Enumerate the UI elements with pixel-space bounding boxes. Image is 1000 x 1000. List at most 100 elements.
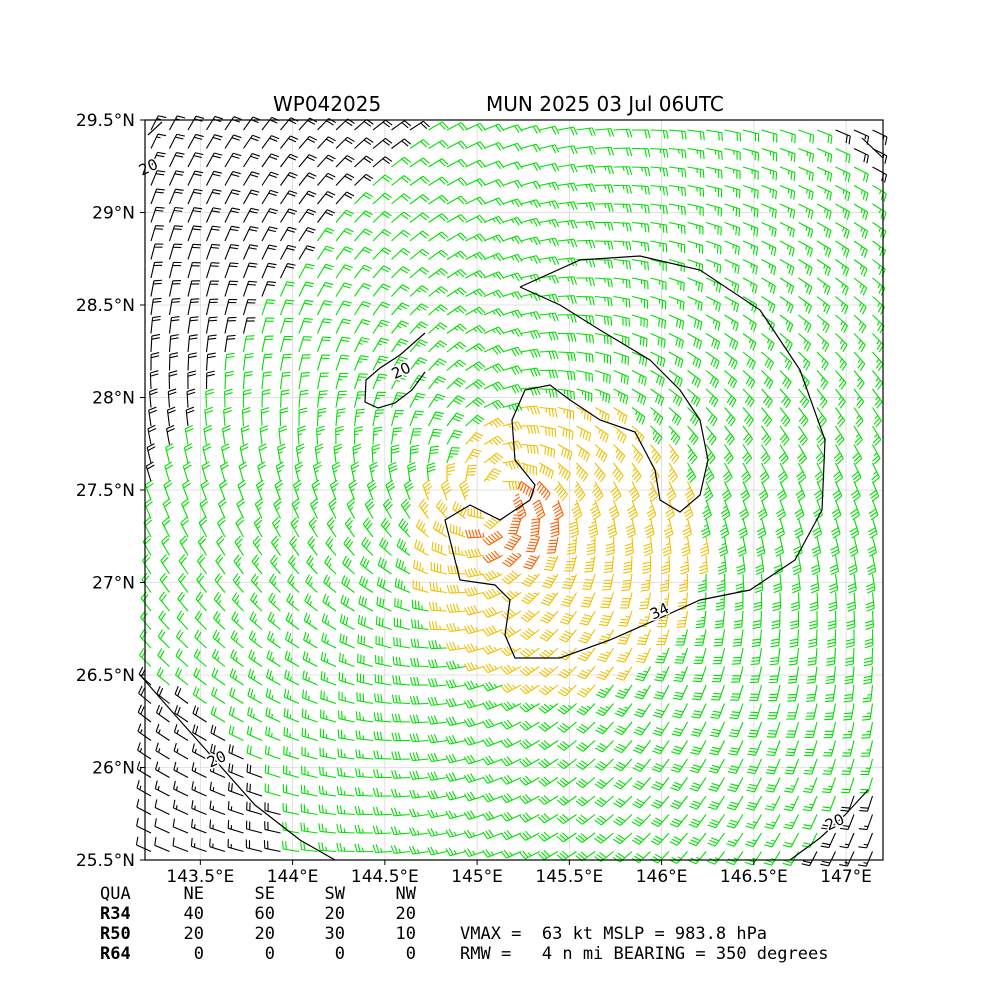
wind-barb-staff <box>354 173 367 186</box>
wind-barb-feather <box>754 285 758 294</box>
wind-barb-feather <box>303 320 312 323</box>
wind-barb-feather <box>684 489 692 496</box>
wind-barb-feather <box>573 201 578 210</box>
wind-barb <box>508 514 522 535</box>
wind-barb-feather <box>457 123 465 131</box>
wind-barb-half-feather <box>688 449 692 454</box>
wind-barb <box>668 425 681 445</box>
wind-barb-staff <box>169 152 177 168</box>
wind-barb-feather <box>381 539 387 548</box>
wind-barb-staff <box>872 370 883 384</box>
wind-barb <box>292 479 302 501</box>
wind-barb <box>557 314 577 323</box>
wind-barb-feather <box>696 320 700 329</box>
wind-barb <box>261 317 275 334</box>
wind-barb-feather <box>536 445 539 455</box>
wind-barb-feather <box>475 431 484 437</box>
wind-barb-feather <box>439 340 448 346</box>
wind-barb-feather <box>382 139 390 146</box>
wind-barb-feather <box>625 204 629 213</box>
wind-barb <box>797 444 808 465</box>
wind-barb <box>557 295 577 304</box>
wind-barb-feather <box>628 204 632 213</box>
wind-barb <box>206 170 222 186</box>
wind-barb-feather <box>485 554 492 562</box>
wind-barb-feather <box>474 416 483 423</box>
wind-barb-feather <box>609 375 611 384</box>
wind-barb-feather <box>623 561 632 565</box>
wind-barb-feather <box>149 409 158 414</box>
wind-barb-feather <box>216 535 223 543</box>
wind-barb-staff <box>427 429 435 445</box>
wind-barb-feather <box>570 220 575 229</box>
wind-barb <box>224 152 242 168</box>
wind-barb-staff <box>279 281 288 297</box>
wind-barb-feather <box>441 158 449 165</box>
wind-barb-feather <box>547 559 556 562</box>
wind-barb <box>613 128 633 138</box>
wind-barb-feather <box>526 560 535 565</box>
wind-barb <box>279 299 295 316</box>
wind-barb-feather <box>637 393 641 402</box>
wind-barb-feather <box>607 527 616 532</box>
wind-barb-staff <box>391 229 404 242</box>
wind-barb-feather <box>623 570 632 574</box>
wind-barb-feather <box>498 289 505 298</box>
wind-barb <box>697 573 707 593</box>
wind-barb-feather <box>738 527 746 533</box>
wind-barb-feather <box>729 338 733 347</box>
wind-barb-half-feather <box>505 462 508 467</box>
wind-barb-half-feather <box>617 410 620 415</box>
wind-barb-staff <box>594 314 611 318</box>
wind-barb <box>243 153 261 168</box>
wind-barb-feather <box>588 184 593 193</box>
wind-barb-half-feather <box>422 548 425 553</box>
wind-barb-feather <box>583 410 586 420</box>
wind-barb <box>483 326 505 336</box>
wind-barb-feather <box>680 359 684 368</box>
wind-barb-feather <box>866 564 875 569</box>
wind-barb-feather <box>756 549 765 554</box>
wind-barb-feather <box>346 498 354 505</box>
wind-barb-feather <box>580 449 585 458</box>
wind-barb <box>742 240 759 256</box>
wind-barb <box>465 141 486 150</box>
wind-barb-staff <box>742 259 758 267</box>
wind-barb <box>631 221 650 233</box>
wind-barb-feather <box>325 211 334 217</box>
wind-barb-feather <box>621 586 631 588</box>
wind-barb <box>872 425 882 446</box>
wind-barb <box>736 555 746 575</box>
wind-barb-feather <box>562 586 571 590</box>
wind-barb-feather <box>631 470 638 478</box>
wind-barb-feather <box>158 115 167 119</box>
wind-barb <box>798 222 814 239</box>
wind-barb-feather <box>790 286 795 295</box>
wind-barb-feather <box>289 190 298 195</box>
wind-barb-feather <box>309 538 316 546</box>
wind-barb-feather <box>647 511 656 518</box>
wind-barb-staff <box>668 295 685 303</box>
wind-barb-staff <box>465 122 481 131</box>
wind-barb-feather <box>248 228 258 232</box>
wind-barb-feather <box>845 153 848 162</box>
wind-barb-feather <box>640 589 649 592</box>
wind-barb-feather <box>665 130 669 139</box>
wind-barb-feather <box>699 150 702 159</box>
wind-barb-staff <box>414 547 429 556</box>
wind-barb-feather <box>644 129 648 139</box>
wind-barb-feather <box>418 498 425 506</box>
wind-barb-half-feather <box>622 166 625 172</box>
wind-barb-feather <box>525 550 534 553</box>
wind-barb-feather <box>155 209 164 212</box>
wind-barb <box>224 262 239 279</box>
wind-barb-staff <box>280 135 291 149</box>
wind-barb <box>317 136 336 149</box>
wind-barb-feather <box>610 260 614 269</box>
wind-barb <box>779 240 795 257</box>
wind-barb-feather <box>794 508 803 515</box>
wind-barb-feather <box>531 517 540 521</box>
wind-barb-feather <box>627 530 635 536</box>
wind-barb <box>742 296 758 313</box>
wind-barb-feather <box>652 432 658 441</box>
